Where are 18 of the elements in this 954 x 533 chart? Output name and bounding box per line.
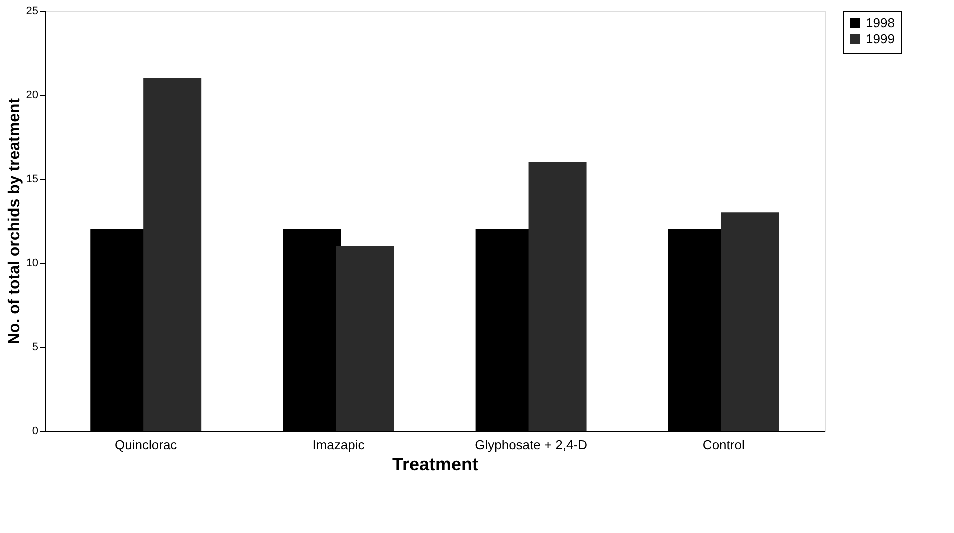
legend-label: 1998 xyxy=(866,16,895,30)
y-tick-label: 5 xyxy=(32,342,38,354)
x-axis-title: Treatment xyxy=(392,454,479,474)
y-tick-label: 25 xyxy=(26,6,38,18)
bar xyxy=(528,162,587,431)
y-tick-label: 0 xyxy=(32,426,38,438)
y-axis-title: No. of total orchids by treatment xyxy=(6,98,24,345)
x-tick-label: Glyphosate + 2,4-D xyxy=(475,438,588,452)
bar xyxy=(144,78,202,431)
y-tick-label: 10 xyxy=(26,258,38,270)
legend-label: 1999 xyxy=(866,32,895,46)
y-tick-label: 15 xyxy=(26,174,38,186)
x-tick-label: Imazapic xyxy=(312,438,366,452)
x-tick-label: Quinclorac xyxy=(115,438,178,452)
bar xyxy=(721,212,780,431)
y-tick-label: 20 xyxy=(26,90,38,102)
bar xyxy=(336,246,394,431)
x-tick-label: Control xyxy=(702,438,745,452)
